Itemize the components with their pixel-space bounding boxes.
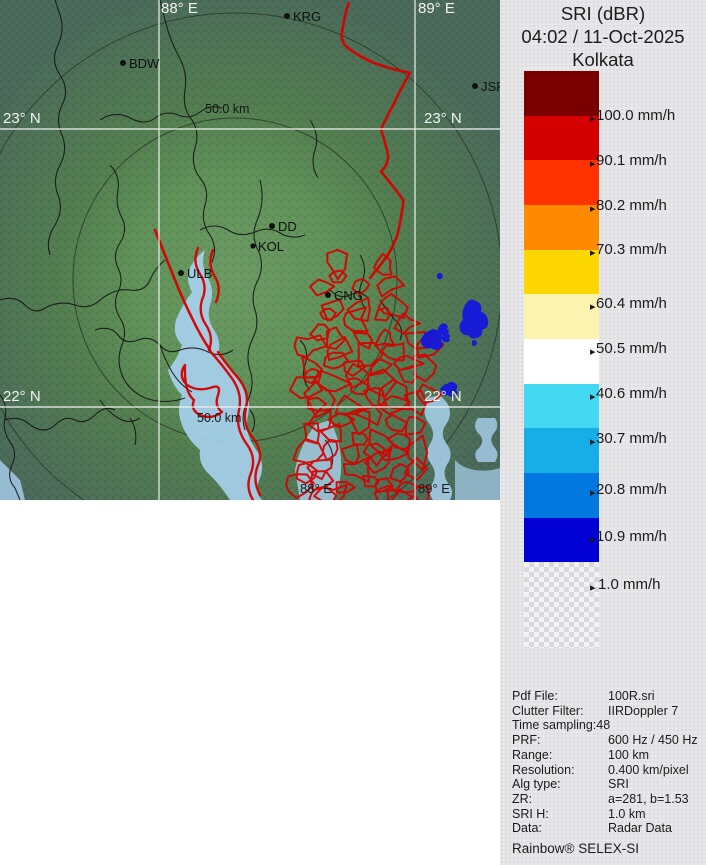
svg-text:50.0 km: 50.0 km	[197, 411, 241, 425]
svg-text:88° E: 88° E	[161, 0, 198, 17]
svg-text:KRG: KRG	[293, 9, 321, 24]
svg-text:88° E: 88° E	[300, 481, 332, 496]
svg-text:KOL: KOL	[258, 239, 284, 254]
svg-text:CNG: CNG	[334, 288, 363, 303]
svg-text:23° N: 23° N	[424, 110, 462, 127]
svg-text:JSR: JSR	[481, 79, 500, 94]
svg-text:89° E: 89° E	[418, 481, 450, 496]
svg-text:22° N: 22° N	[3, 388, 41, 405]
svg-text:DD: DD	[278, 219, 297, 234]
svg-text:50.0 km: 50.0 km	[205, 102, 249, 116]
svg-text:23° N: 23° N	[3, 110, 41, 127]
svg-text:89° E: 89° E	[418, 0, 455, 17]
svg-text:22° N: 22° N	[424, 388, 462, 405]
svg-text:BDW: BDW	[129, 56, 160, 71]
svg-text:ULB: ULB	[187, 266, 212, 281]
